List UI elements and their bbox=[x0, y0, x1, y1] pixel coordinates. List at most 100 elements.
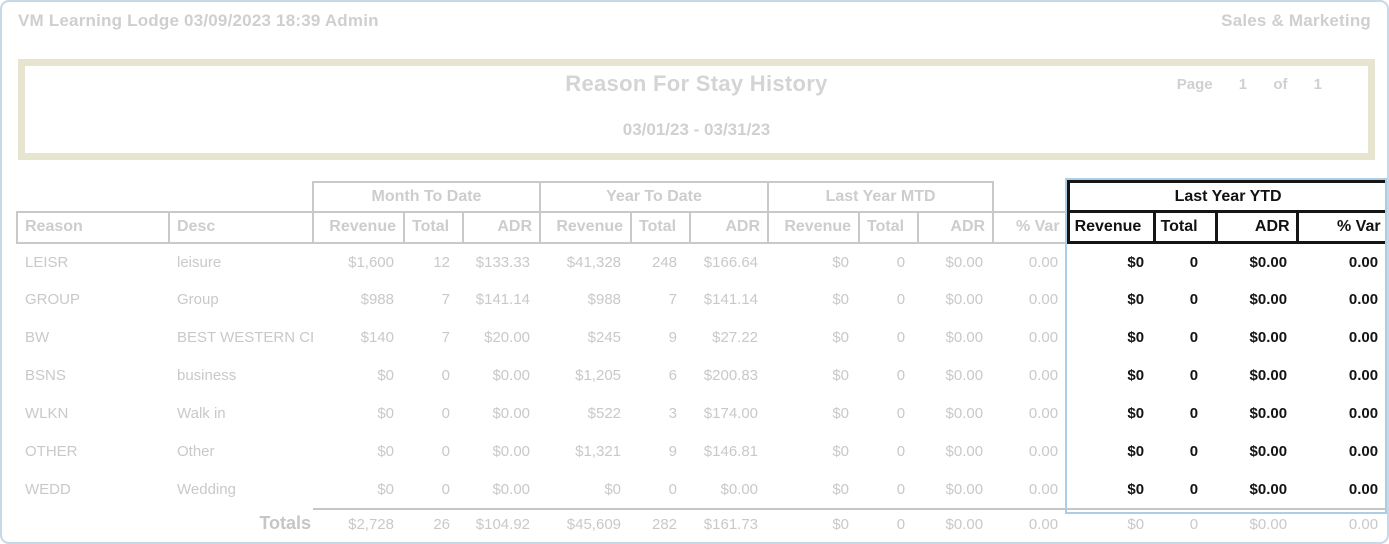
cell-lymtd-revenue: $0 bbox=[832, 480, 850, 498]
report-header: VM Learning Lodge 03/09/2023 18:39 Admin… bbox=[18, 11, 1371, 31]
cell-ytd-adr: $0.00 bbox=[720, 480, 759, 498]
col-lymtd-total: Total bbox=[858, 210, 920, 244]
cell-lymtd-total: 0 bbox=[896, 480, 906, 498]
cell-ytd-revenue: $522 bbox=[587, 405, 622, 422]
cell-mtd-adr: $0.00 bbox=[492, 443, 531, 460]
group-last-year-mtd: Last Year MTD bbox=[767, 180, 995, 213]
table-row-group: GROUP Group $988 7 $141.14 $988 7 $141.1… bbox=[17, 281, 1387, 319]
cell-mtd-revenue: $0 bbox=[377, 480, 394, 498]
column-header-row: Reason Desc Revenue Total ADR Revenue To… bbox=[16, 210, 1387, 244]
cell-lymtd-total: 0 bbox=[896, 329, 906, 346]
cell-lyytd-adr: $0.00 bbox=[1249, 405, 1288, 422]
total-mtd-revenue: $2,728 bbox=[313, 507, 404, 539]
cell-mtd-var: 0.00 bbox=[1028, 329, 1059, 346]
total-ytd-adr: $161.73 bbox=[690, 507, 769, 539]
col-reason: Reason bbox=[16, 210, 170, 244]
cell-ytd-adr: $174.00 bbox=[703, 405, 759, 422]
cell-lyytd-adr: $0.00 bbox=[1249, 480, 1288, 498]
cell-lyytd-adr: $0.00 bbox=[1249, 291, 1288, 308]
col-lyytd-var[interactable]: % Var bbox=[1295, 210, 1387, 244]
cell-desc: Other bbox=[177, 443, 215, 460]
cell-lyytd-var: 0.00 bbox=[1348, 480, 1379, 498]
cell-ytd-adr: $166.64 bbox=[703, 253, 759, 271]
cell-mtd-revenue: $0 bbox=[377, 405, 394, 422]
col-lyytd-revenue[interactable]: Revenue bbox=[1066, 210, 1156, 244]
cell-lyytd-total: 0 bbox=[1189, 405, 1199, 422]
page-of-label: of bbox=[1273, 76, 1288, 93]
cell-lymtd-adr: $0.00 bbox=[945, 480, 984, 498]
cell-ytd-adr: $200.83 bbox=[703, 367, 759, 384]
col-lymtd-revenue: Revenue bbox=[767, 210, 861, 244]
page-number: 1 bbox=[1238, 76, 1248, 93]
cell-lymtd-total: 0 bbox=[896, 367, 906, 384]
total-mtd-adr: $104.92 bbox=[463, 507, 541, 539]
cell-lyytd-total: 0 bbox=[1189, 253, 1199, 271]
group-month-to-date: Month To Date bbox=[311, 180, 542, 213]
cell-lymtd-revenue: $0 bbox=[832, 405, 850, 422]
cell-mtd-var: 0.00 bbox=[1028, 291, 1059, 308]
cell-lymtd-adr: $0.00 bbox=[945, 443, 984, 460]
cell-mtd-total: 7 bbox=[441, 291, 450, 308]
last-year-ytd-highlight[interactable] bbox=[1065, 178, 1387, 514]
cell-mtd-var: 0.00 bbox=[1028, 443, 1059, 460]
cell-ytd-total: 6 bbox=[668, 367, 678, 384]
cell-ytd-revenue: $1,321 bbox=[575, 443, 622, 460]
total-lymtd-total: 0 bbox=[859, 507, 919, 539]
cell-mtd-revenue: $140 bbox=[360, 329, 394, 346]
cell-mtd-adr: $20.00 bbox=[484, 329, 531, 346]
title-box: Reason For Stay History 03/01/23 - 03/31… bbox=[18, 59, 1375, 160]
cell-ytd-revenue: $0 bbox=[604, 480, 622, 498]
cell-lyytd-total: 0 bbox=[1189, 329, 1199, 346]
stay-history-table: Month To Date Year To Date Last Year MTD… bbox=[16, 180, 1387, 539]
cell-lyytd-revenue: $0 bbox=[1127, 253, 1145, 271]
cell-lymtd-revenue: $0 bbox=[832, 329, 850, 346]
cell-desc: BEST WESTERN CRS bbox=[177, 329, 313, 346]
cell-lyytd-revenue: $0 bbox=[1127, 443, 1145, 460]
cell-desc: Group bbox=[177, 291, 219, 308]
cell-lyytd-revenue: $0 bbox=[1127, 480, 1145, 498]
cell-mtd-adr: $133.33 bbox=[475, 253, 531, 271]
cell-lyytd-total: 0 bbox=[1189, 291, 1199, 308]
cell-desc: Walk in bbox=[177, 405, 226, 422]
table-row-leisr: LEISR leisure $1,600 12 $133.33 $41,328 … bbox=[17, 243, 1387, 281]
cell-reason: WLKN bbox=[25, 405, 69, 422]
table-row-wedd: WEDD Wedding $0 0 $0.00 $0 0 $0.00 $0 0 … bbox=[17, 471, 1387, 509]
col-desc: Desc bbox=[168, 210, 314, 244]
cell-mtd-var: 0.00 bbox=[1028, 480, 1059, 498]
group-spacer-var bbox=[993, 182, 1068, 212]
cell-ytd-total: 9 bbox=[668, 443, 678, 460]
col-lyytd-adr[interactable]: ADR bbox=[1214, 210, 1299, 244]
cell-lyytd-adr: $0.00 bbox=[1249, 367, 1288, 384]
col-mtd-adr: ADR bbox=[461, 210, 542, 244]
col-lyytd-total[interactable]: Total bbox=[1152, 210, 1218, 244]
cell-lyytd-adr: $0.00 bbox=[1249, 329, 1288, 346]
cell-lymtd-adr: $0.00 bbox=[945, 329, 984, 346]
cell-mtd-total: 12 bbox=[433, 253, 450, 271]
page-total: 1 bbox=[1313, 76, 1322, 93]
group-last-year-ytd[interactable]: Last Year YTD bbox=[1066, 180, 1387, 213]
cell-lyytd-total: 0 bbox=[1189, 443, 1199, 460]
cell-mtd-var: 0.00 bbox=[1028, 405, 1059, 422]
cell-mtd-revenue: $0 bbox=[377, 443, 394, 460]
cell-mtd-var: 0.00 bbox=[1028, 367, 1059, 384]
report-date-range: 03/01/23 - 03/31/23 bbox=[622, 120, 771, 139]
cell-mtd-total: 0 bbox=[441, 443, 450, 460]
cell-ytd-total: 3 bbox=[668, 405, 678, 422]
cell-mtd-adr: $0.00 bbox=[492, 367, 531, 384]
total-ytd-total: 282 bbox=[631, 507, 691, 539]
col-ytd-adr: ADR bbox=[689, 210, 770, 244]
cell-mtd-total: 0 bbox=[441, 480, 450, 498]
cell-ytd-adr: $27.22 bbox=[712, 329, 759, 346]
cell-lymtd-revenue: $0 bbox=[832, 253, 850, 271]
cell-ytd-revenue: $1,205 bbox=[575, 367, 622, 384]
cell-ytd-total: 9 bbox=[668, 329, 678, 346]
cell-reason: LEISR bbox=[25, 253, 69, 271]
col-mtd-total: Total bbox=[403, 210, 464, 244]
totals-spacer bbox=[17, 509, 169, 539]
cell-lyytd-var: 0.00 bbox=[1348, 291, 1379, 308]
cell-reason: OTHER bbox=[25, 443, 78, 460]
cell-mtd-revenue: $988 bbox=[360, 291, 394, 308]
cell-lymtd-total: 0 bbox=[896, 443, 906, 460]
cell-lyytd-revenue: $0 bbox=[1127, 405, 1145, 422]
cell-lymtd-total: 0 bbox=[896, 253, 906, 271]
